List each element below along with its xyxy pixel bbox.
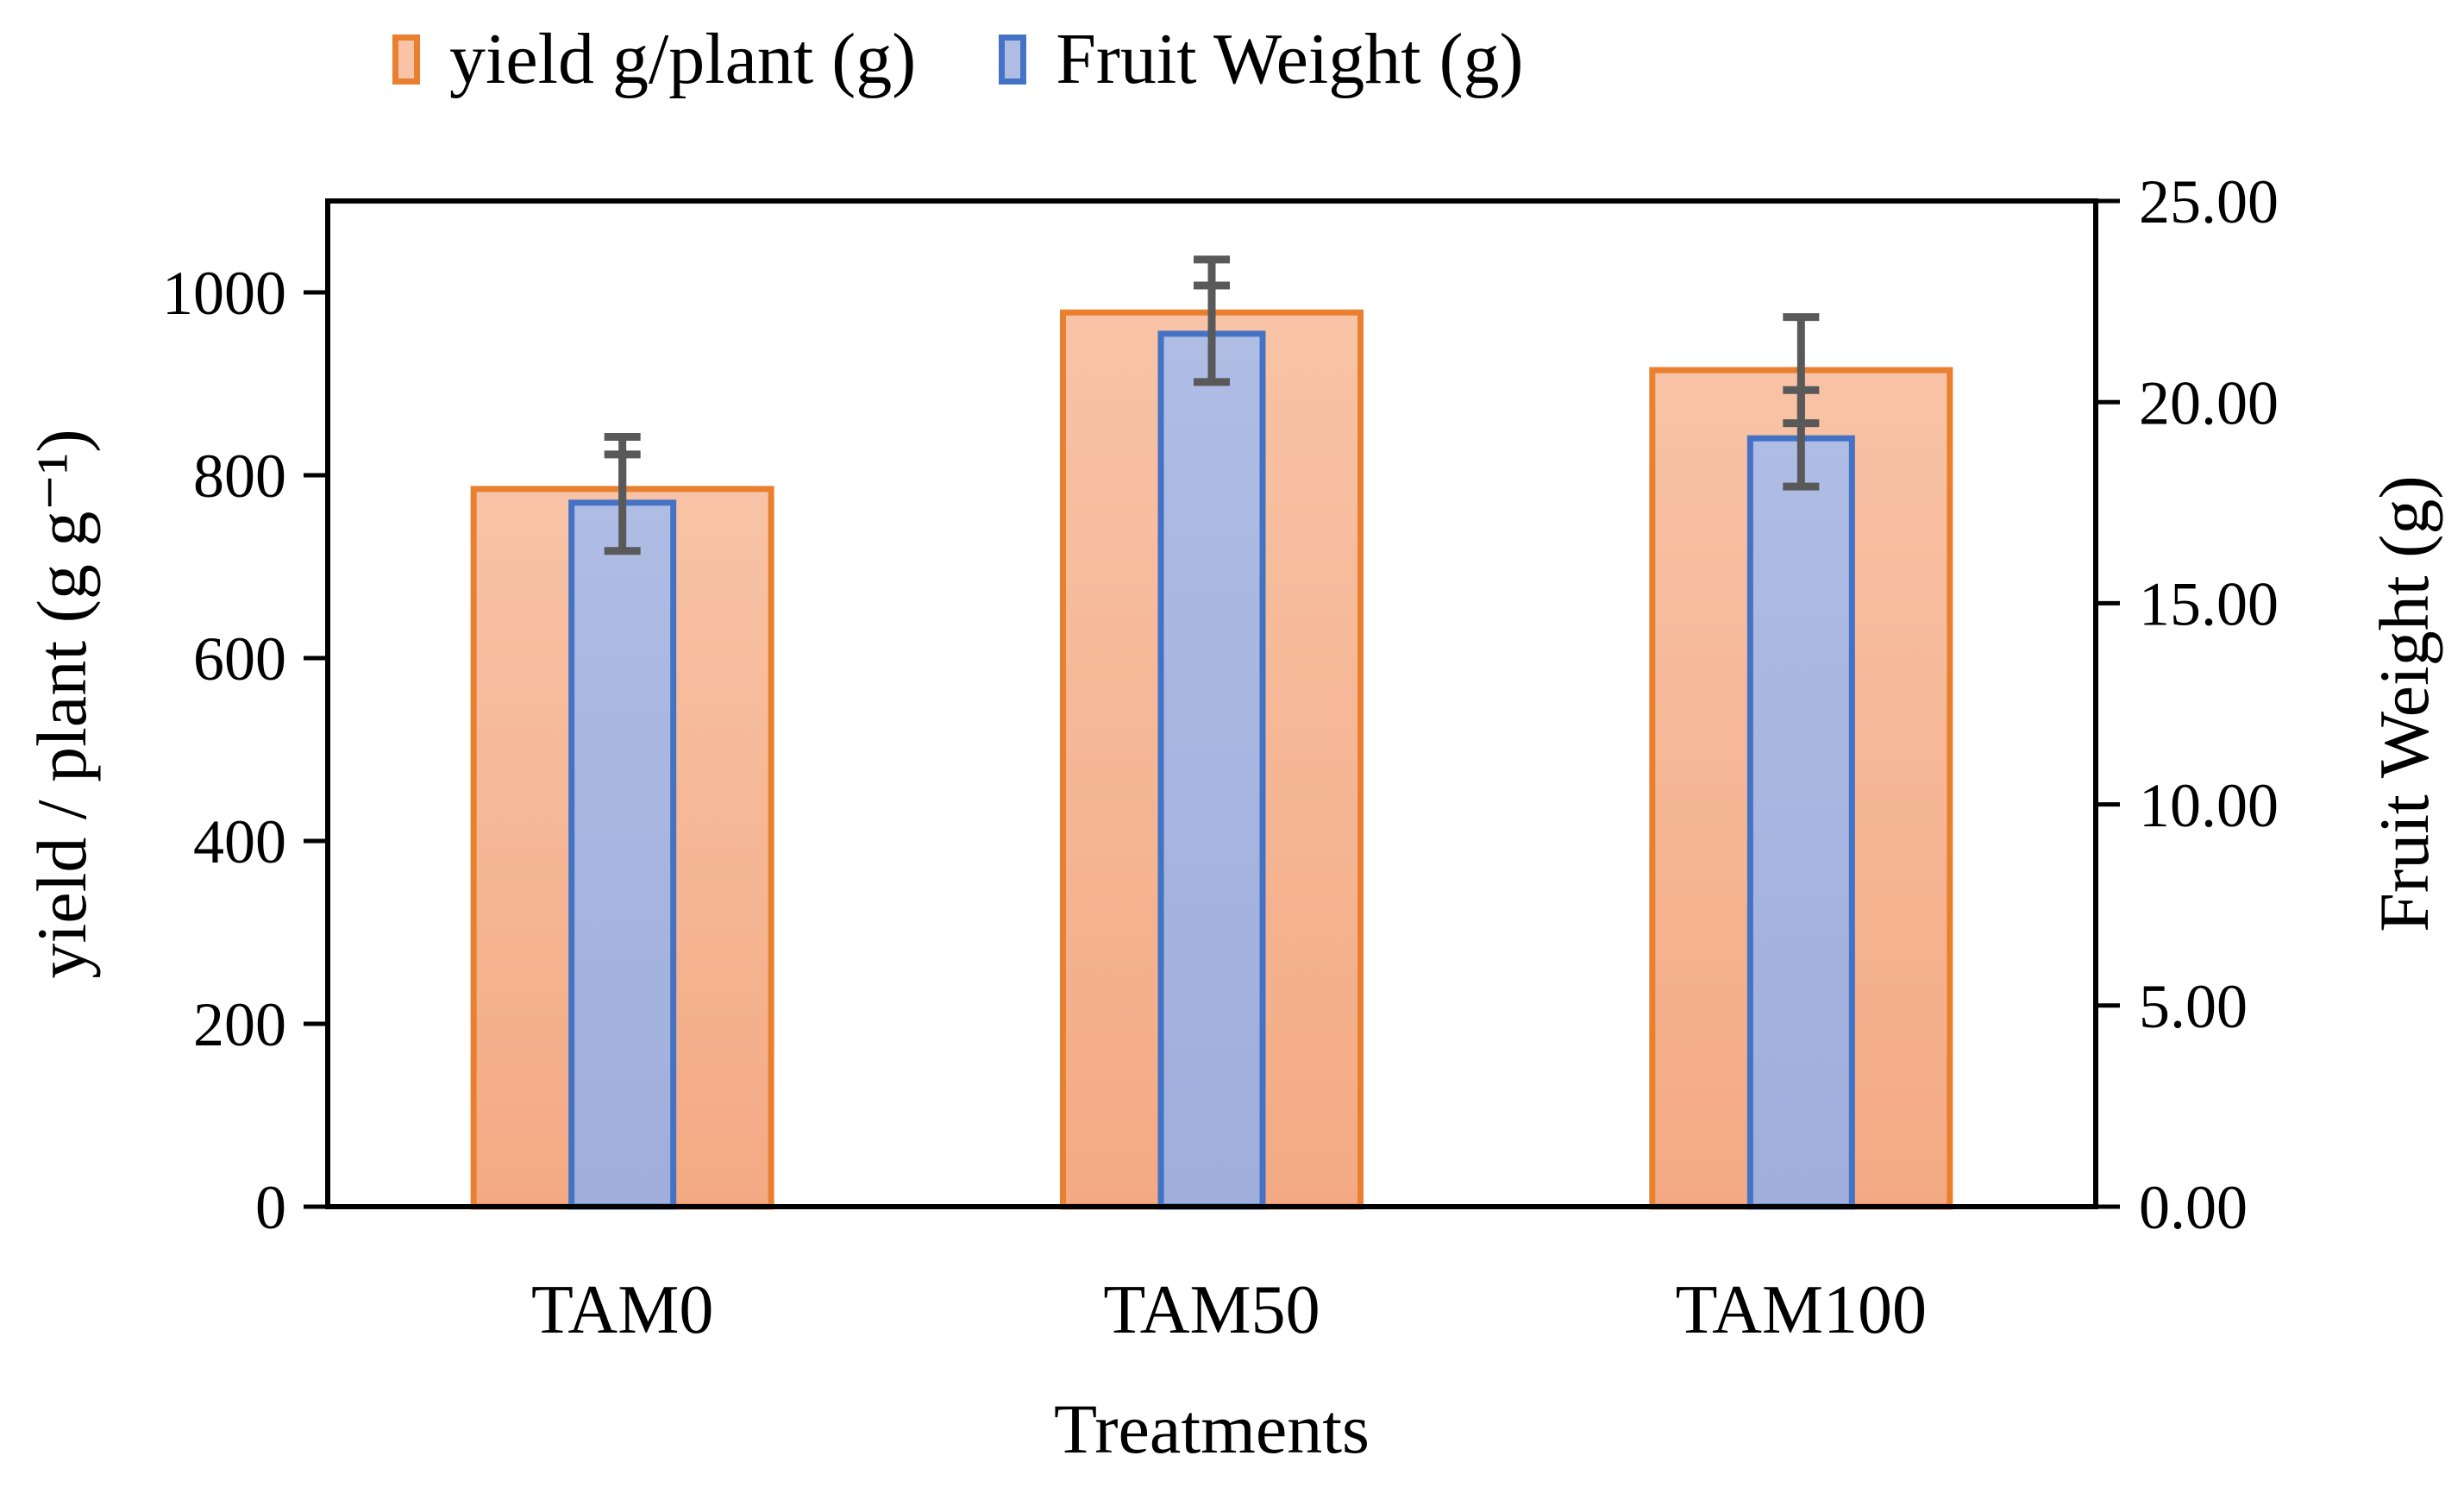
left-axis-tick-label: 0 <box>255 1173 286 1242</box>
legend-item-fruit-weight: Fruit Weight (g) <box>999 19 1524 99</box>
legend-label-yield: yield g/plant (g) <box>449 19 917 99</box>
right-axis-tick-label: 15.00 <box>2139 570 2279 639</box>
legend-swatch-yield <box>392 35 420 85</box>
right-axis-tick-label: 10.00 <box>2139 771 2279 840</box>
x-axis-title: Treatments <box>1054 1390 1370 1468</box>
plot-border <box>325 198 2098 1209</box>
x-axis-category-label: TAM100 <box>1676 1272 1927 1348</box>
legend-label-fruit-weight: Fruit Weight (g) <box>1056 19 1524 99</box>
bar-fruit-weight-TAM100 <box>1746 435 1855 1210</box>
right-axis-tick-label: 25.00 <box>2139 167 2279 236</box>
right-axis-tick-label: 20.00 <box>2139 368 2279 437</box>
bar-fruit-weight-TAM50 <box>1157 330 1266 1210</box>
x-axis-category-label: TAM0 <box>531 1272 713 1348</box>
right-axis-tick-label: 0.00 <box>2139 1173 2248 1242</box>
legend-item-yield: yield g/plant (g) <box>392 23 916 96</box>
left-axis-tick-label: 800 <box>193 442 286 511</box>
left-axis-tick-label: 1000 <box>162 259 286 328</box>
left-axis-tick-label: 400 <box>193 807 286 876</box>
left-axis-tick-label: 600 <box>193 624 286 693</box>
right-axis-tick-label: 5.00 <box>2139 972 2248 1041</box>
bar-fruit-weight-TAM0 <box>568 499 677 1210</box>
x-axis-category-label: TAM50 <box>1103 1272 1320 1348</box>
chart-legend: yield g/plant (g) Fruit Weight (g) <box>392 12 1524 107</box>
left-axis-tick-label: 200 <box>193 990 286 1059</box>
legend-swatch-fruit-weight <box>999 35 1027 85</box>
